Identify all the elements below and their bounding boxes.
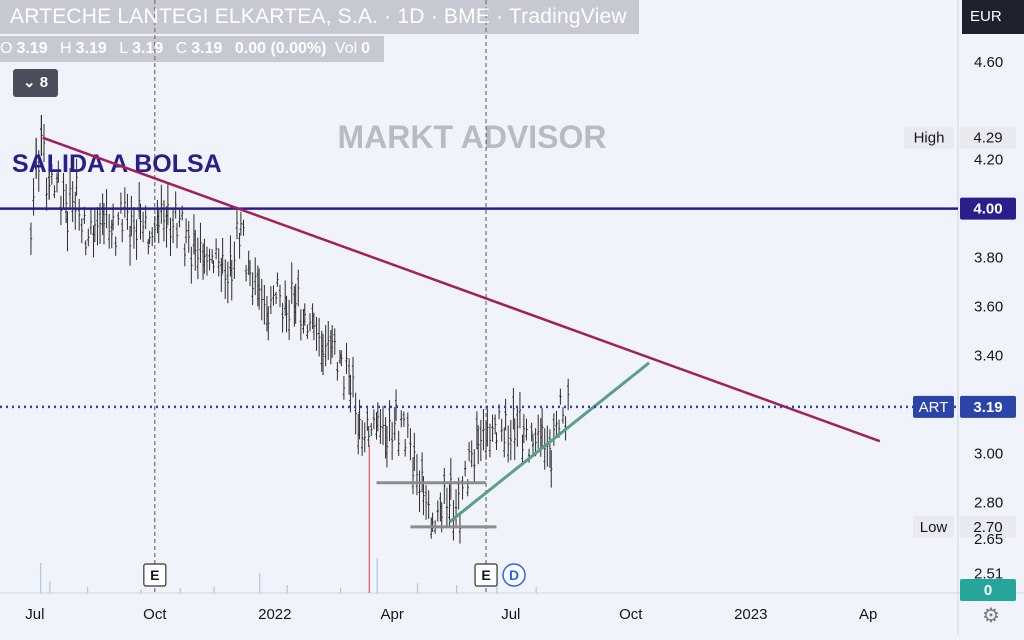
y-tick-label: 3.80	[974, 250, 1003, 267]
x-tick-label: Oct	[143, 606, 167, 623]
price-label-value: 3.19	[973, 399, 1002, 416]
open-value: 3.19	[16, 40, 48, 57]
settings-gear-icon[interactable]: ⚙	[982, 605, 1000, 627]
currency-selector[interactable]: EUR	[962, 0, 1024, 34]
volume-bar	[49, 581, 51, 593]
volume-bar	[259, 573, 261, 593]
low-label: L	[119, 40, 129, 57]
x-tick-label: Oct	[619, 606, 643, 623]
price-label-box	[960, 197, 1016, 220]
open-label: O	[0, 40, 13, 57]
y-tick-label: 3.40	[974, 348, 1003, 365]
price-label-name-box	[913, 515, 954, 538]
high-value: 3.19	[75, 40, 107, 57]
price-label-value: 0	[984, 582, 992, 599]
x-tick-label: 2022	[258, 606, 291, 623]
volume-bar	[87, 587, 89, 593]
earnings-marker-label: E	[150, 567, 159, 583]
high-label: H	[60, 40, 72, 57]
y-tick-label: 2.51	[974, 565, 1003, 582]
y-tick-label: 2.65	[974, 531, 1003, 548]
uptrend-line	[448, 361, 650, 524]
price-label-value: 2.70	[973, 519, 1002, 536]
x-tick-label: Apr	[380, 606, 403, 623]
volume-bar	[416, 583, 419, 593]
price-label-box	[960, 126, 1016, 149]
y-tick-label: 4.20	[974, 152, 1003, 169]
dividend-marker	[502, 563, 526, 587]
price-label-name-box	[913, 395, 954, 418]
volume-bar	[213, 587, 215, 593]
earnings-marker	[143, 563, 167, 587]
close-label: C	[175, 40, 188, 57]
x-tick-label: Jul	[25, 606, 44, 623]
price-label-name: High	[914, 130, 945, 147]
chevron-down-icon: ⌄	[22, 74, 36, 91]
downtrend-line	[42, 136, 881, 443]
price-label-value: 4.29	[973, 130, 1002, 147]
price-label-name: ART	[919, 399, 949, 416]
volume-label: Vol	[334, 40, 358, 57]
volume-bar	[40, 563, 42, 593]
price-label-box	[960, 515, 1016, 538]
y-tick-label: 3.60	[974, 299, 1003, 316]
volume-bar	[368, 445, 370, 593]
volume-bar	[456, 585, 458, 593]
price-label-box	[960, 579, 1016, 601]
x-tick-label: Jul	[501, 606, 520, 623]
x-tick-label: 2023	[734, 606, 767, 623]
price-label-name: Low	[920, 519, 948, 536]
price-label-name-box	[904, 126, 954, 149]
indicators-count: 8	[39, 74, 49, 91]
dividend-marker-label: D	[509, 567, 519, 583]
x-tick-label: Ap	[859, 606, 877, 623]
volume-bar	[535, 587, 537, 593]
y-tick-label: 2.80	[974, 494, 1003, 511]
volume-bar	[376, 558, 378, 593]
low-value: 3.19	[132, 40, 164, 57]
volume-value: 0	[361, 40, 371, 57]
volume-bar	[179, 588, 181, 593]
y-tick-label: 3.00	[974, 445, 1003, 462]
earnings-marker	[474, 563, 498, 587]
price-label-box	[960, 395, 1016, 418]
close-value: 3.19	[191, 40, 223, 57]
watermark-text: MARKT ADVISOR	[337, 119, 606, 155]
chart-title: ARTECHE LANTEGI ELKARTEA, S.A. · 1D · BM…	[0, 0, 639, 34]
volume-bar	[340, 588, 342, 593]
indicators-toggle-button[interactable]: ⌄ 8	[13, 69, 58, 97]
earnings-marker-label: E	[481, 567, 490, 583]
change-value: 0.00 (0.00%)	[234, 40, 327, 57]
price-label-value: 4.00	[973, 201, 1002, 218]
volume-bar	[286, 585, 288, 593]
volume-bar	[140, 589, 142, 593]
y-tick-label: 4.60	[974, 54, 1003, 71]
ohlc-readout: O 3.19 H 3.19 L 3.19 C 3.19 0.00 (0.00%) Vol…	[0, 36, 385, 62]
